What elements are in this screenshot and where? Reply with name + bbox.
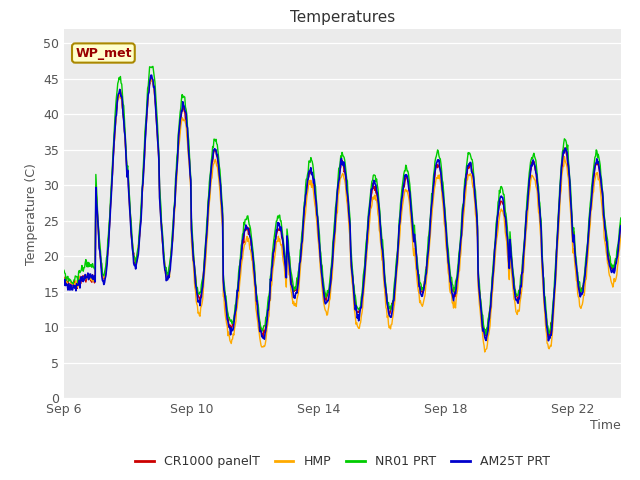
CR1000 panelT <box>147 75 155 81</box>
CR1000 panelT <box>372 190 380 196</box>
NR01 PRT <box>371 173 379 179</box>
HMP <box>202 252 210 258</box>
HMP <box>299 237 307 243</box>
X-axis label: Time: Time <box>590 419 621 432</box>
Y-axis label: Temperature (C): Temperature (C) <box>24 163 38 264</box>
HMP <box>436 172 444 178</box>
NR01 PRT <box>374 186 381 192</box>
CR1000 panelT <box>375 201 383 206</box>
AM25T PRT <box>371 181 379 187</box>
HMP <box>148 76 156 82</box>
AM25T PRT <box>339 159 347 165</box>
AM25T PRT <box>202 238 210 244</box>
CR1000 panelT <box>202 240 210 246</box>
HMP <box>374 211 381 217</box>
CR1000 panelT <box>60 275 68 280</box>
HMP <box>60 276 68 281</box>
CR1000 panelT <box>259 334 267 340</box>
AM25T PRT <box>148 72 156 78</box>
Text: WP_met: WP_met <box>75 47 132 60</box>
NR01 PRT <box>60 267 68 273</box>
NR01 PRT <box>299 219 307 225</box>
NR01 PRT <box>436 155 444 161</box>
CR1000 panelT <box>436 167 444 173</box>
CR1000 panelT <box>617 221 625 227</box>
NR01 PRT <box>482 332 490 337</box>
HMP <box>481 349 488 355</box>
AM25T PRT <box>299 226 307 232</box>
Line: CR1000 panelT: CR1000 panelT <box>64 78 621 337</box>
NR01 PRT <box>202 234 210 240</box>
CR1000 panelT <box>300 217 307 223</box>
Line: AM25T PRT: AM25T PRT <box>64 75 621 341</box>
HMP <box>617 232 625 238</box>
AM25T PRT <box>545 338 552 344</box>
Line: NR01 PRT: NR01 PRT <box>64 66 621 335</box>
AM25T PRT <box>436 164 444 170</box>
NR01 PRT <box>149 63 157 69</box>
HMP <box>371 192 379 198</box>
AM25T PRT <box>617 223 625 229</box>
CR1000 panelT <box>340 161 348 167</box>
AM25T PRT <box>374 195 381 201</box>
NR01 PRT <box>617 215 625 221</box>
Line: HMP: HMP <box>64 79 621 352</box>
NR01 PRT <box>339 152 347 158</box>
AM25T PRT <box>60 282 68 288</box>
Title: Temperatures: Temperatures <box>290 10 395 25</box>
HMP <box>339 170 347 176</box>
Legend: CR1000 panelT, HMP, NR01 PRT, AM25T PRT: CR1000 panelT, HMP, NR01 PRT, AM25T PRT <box>130 450 555 473</box>
